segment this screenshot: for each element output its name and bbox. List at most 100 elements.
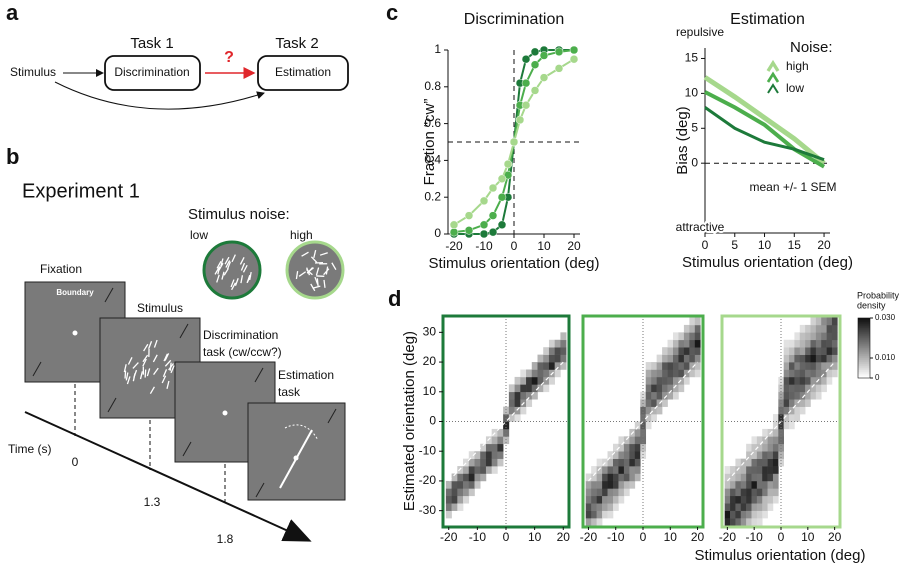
density-cell (657, 392, 663, 400)
density-cell (608, 511, 614, 519)
density-cell (624, 459, 630, 467)
density-cell (832, 325, 838, 333)
density-cell (746, 496, 752, 504)
density-cell (613, 496, 619, 504)
density-cell (662, 355, 668, 363)
density-cell (560, 347, 566, 355)
density-cell (811, 355, 817, 363)
density-cell (811, 392, 817, 400)
x-tick-label: 0 (778, 530, 785, 544)
density-cell (794, 362, 800, 370)
density-cell (762, 466, 768, 474)
density-cell (746, 511, 752, 519)
x-tick-label: -20 (445, 239, 463, 253)
density-cell (789, 377, 795, 385)
density-cell (532, 377, 538, 385)
density-cell (509, 384, 515, 392)
density-cell (497, 459, 503, 467)
density-cell (635, 459, 641, 467)
density-cell (821, 347, 827, 355)
density-cell (689, 332, 695, 340)
density-cell (816, 377, 822, 385)
density-cell (608, 466, 614, 474)
density-cell (452, 481, 458, 489)
density-cell (486, 451, 492, 459)
density-cell (816, 347, 822, 355)
density-cell (800, 355, 806, 363)
density-cell (805, 325, 811, 333)
data-point (522, 79, 530, 87)
density-cell (762, 481, 768, 489)
density-cell (816, 362, 822, 370)
density-cell (784, 392, 790, 400)
density-cell (469, 466, 475, 474)
density-cell (816, 384, 822, 392)
legend-label: low (786, 81, 804, 95)
density-cell (752, 511, 758, 519)
colorbar-tick-label: 0 (875, 373, 880, 382)
x-tick-label: 20 (828, 530, 842, 544)
density-cell (640, 444, 646, 452)
panel-label: d (388, 286, 401, 311)
density-cell (526, 384, 532, 392)
colorbar-step (858, 326, 870, 328)
y-axis-label: Estimated orientation (deg) (401, 331, 418, 511)
density-cell (618, 488, 624, 496)
density-cell (735, 481, 741, 489)
colorbar-tick-label: 0.010 (875, 353, 896, 362)
density-cell (591, 466, 597, 474)
density-cell (475, 451, 481, 459)
density-cell (695, 369, 701, 377)
annotation: repulsive (676, 25, 724, 39)
density-cell (725, 481, 731, 489)
density-cell (773, 459, 779, 467)
density-cell (768, 436, 774, 444)
density-cell (735, 488, 741, 496)
density-cell (651, 369, 657, 377)
density-cell (757, 481, 763, 489)
density-cell (746, 481, 752, 489)
colorbar-step (858, 334, 870, 336)
density-cell (800, 325, 806, 333)
density-cell (452, 488, 458, 496)
density-cell (635, 436, 641, 444)
density-cell (752, 503, 758, 511)
density-cell (543, 355, 549, 363)
density-cell (469, 474, 475, 482)
density-cell (805, 362, 811, 370)
density-cell (543, 347, 549, 355)
x-tick-label: -10 (469, 530, 487, 544)
y-tick-label: 0 (434, 226, 441, 240)
density-cell (497, 436, 503, 444)
data-point (522, 55, 530, 63)
density-cell (800, 362, 806, 370)
density-cell (597, 518, 603, 526)
x-tick-label: 20 (567, 239, 581, 253)
data-point (531, 48, 539, 56)
density-cell (640, 392, 646, 400)
density-cell (613, 481, 619, 489)
density-cell (784, 347, 790, 355)
density-cell (591, 503, 597, 511)
colorbar-step (858, 368, 870, 370)
density-cell (832, 332, 838, 340)
density-cell (673, 355, 679, 363)
density-cell (532, 362, 538, 370)
density-cell (635, 429, 641, 437)
density-cell (773, 466, 779, 474)
time-value: 1.8 (217, 532, 234, 546)
x-tick-label: -10 (475, 239, 493, 253)
density-cell (778, 444, 784, 452)
y-tick-label: -10 (419, 443, 437, 457)
density-cell (684, 325, 690, 333)
density-cell (762, 459, 768, 467)
density-cell (662, 369, 668, 377)
density-cell (463, 496, 469, 504)
colorbar-title: density (857, 300, 886, 310)
colorbar-step (858, 348, 870, 350)
density-cell (646, 377, 652, 385)
density-cell (789, 355, 795, 363)
density-cell (602, 503, 608, 511)
density-cell (730, 518, 736, 526)
density-cell (657, 355, 663, 363)
